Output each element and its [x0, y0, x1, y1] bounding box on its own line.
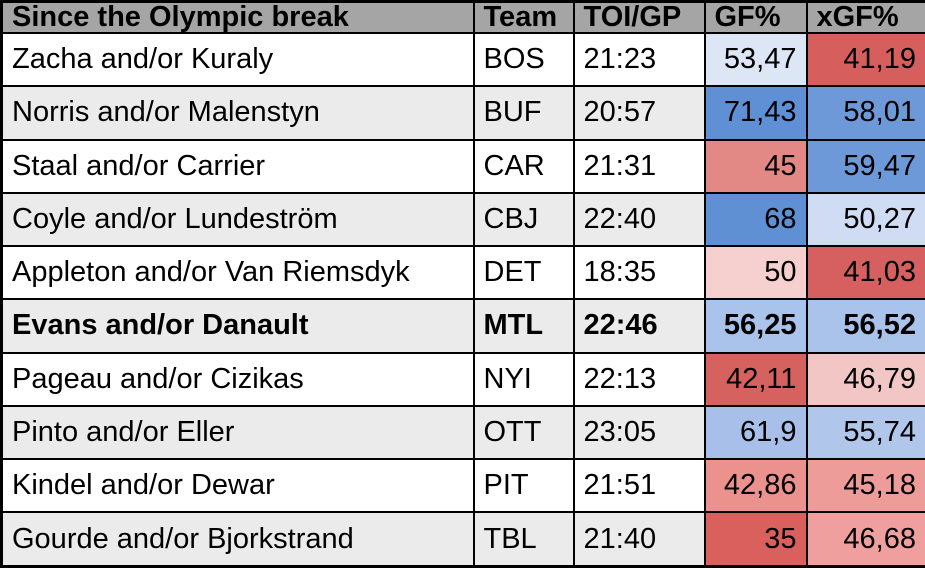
gf-pct-cell: 53,47 — [703, 31, 808, 88]
xgf-pct-cell: 41,19 — [805, 31, 925, 88]
gf-pct-cell: 56,25 — [703, 298, 808, 354]
toi-gp-cell: 21:23 — [572, 31, 706, 88]
player-pair-cell: Appleton and/or Van Riemsdyk — [0, 244, 475, 301]
player-pair-cell: Staal and/or Carrier — [0, 138, 475, 194]
table-row: Appleton and/or Van Riemsdyk DET 18:35 5… — [0, 244, 925, 301]
gf-pct-cell: 35 — [703, 511, 808, 568]
toi-gp-cell: 18:35 — [572, 244, 706, 301]
xgf-pct-cell: 59,47 — [805, 138, 925, 194]
player-pair-cell: Norris and/or Malenstyn — [0, 85, 475, 141]
table-row: Zacha and/or Kuraly BOS 21:23 53,47 41,1… — [0, 31, 925, 88]
xgf-pct-cell: 58,01 — [805, 85, 925, 141]
player-pair-cell: Pageau and/or Cizikas — [0, 351, 475, 407]
column-header-title: Since the Olympic break — [0, 0, 475, 34]
toi-gp-cell: 22:13 — [572, 351, 706, 407]
toi-gp-cell: 22:40 — [572, 191, 706, 248]
gf-pct-cell: 68 — [703, 191, 808, 248]
xgf-pct-cell: 56,52 — [805, 298, 925, 354]
player-pair-cell: Kindel and/or Dewar — [0, 457, 475, 514]
gf-pct-cell: 42,86 — [703, 457, 808, 514]
player-pair-cell: Zacha and/or Kuraly — [0, 31, 475, 88]
team-cell: OTT — [472, 404, 575, 461]
xgf-pct-cell: 46,68 — [805, 511, 925, 568]
gf-pct-cell: 45 — [703, 138, 808, 194]
toi-gp-cell: 21:51 — [572, 457, 706, 514]
toi-gp-cell: 21:31 — [572, 138, 706, 194]
xgf-pct-cell: 50,27 — [805, 191, 925, 248]
table-row: Coyle and/or Lundeström CBJ 22:40 68 50,… — [0, 191, 925, 248]
table-header: Since the Olympic break Team TOI/GP GF% … — [0, 0, 925, 34]
table-row: Gourde and/or Bjorkstrand TBL 21:40 35 4… — [0, 511, 925, 568]
gf-pct-cell: 42,11 — [703, 351, 808, 407]
team-cell: DET — [472, 244, 575, 301]
xgf-pct-cell: 55,74 — [805, 404, 925, 461]
team-cell: TBL — [472, 511, 575, 568]
player-pair-cell: Gourde and/or Bjorkstrand — [0, 511, 475, 568]
team-cell: BOS — [472, 31, 575, 88]
table-body: Zacha and/or Kuraly BOS 21:23 53,47 41,1… — [0, 31, 925, 568]
table-row: Pinto and/or Eller OTT 23:05 61,9 55,74 — [0, 404, 925, 461]
player-pair-cell: Coyle and/or Lundeström — [0, 191, 475, 248]
team-cell: CBJ — [472, 191, 575, 248]
toi-gp-cell: 20:57 — [572, 85, 706, 141]
column-header-toi-gp: TOI/GP — [572, 0, 706, 34]
team-cell: CAR — [472, 138, 575, 194]
table-row: Kindel and/or Dewar PIT 21:51 42,86 45,1… — [0, 457, 925, 514]
gf-pct-cell: 61,9 — [703, 404, 808, 461]
column-header-team: Team — [472, 0, 575, 34]
table-row: Norris and/or Malenstyn BUF 20:57 71,43 … — [0, 85, 925, 141]
toi-gp-cell: 21:40 — [572, 511, 706, 568]
player-pair-cell: Pinto and/or Eller — [0, 404, 475, 461]
xgf-pct-cell: 41,03 — [805, 244, 925, 301]
toi-gp-cell: 22:46 — [572, 298, 706, 354]
team-cell: BUF — [472, 85, 575, 141]
header-row: Since the Olympic break Team TOI/GP GF% … — [0, 0, 925, 34]
player-pair-cell: Evans and/or Danault — [0, 298, 475, 354]
team-cell: MTL — [472, 298, 575, 354]
table-row: Staal and/or Carrier CAR 21:31 45 59,47 — [0, 138, 925, 194]
team-cell: PIT — [472, 457, 575, 514]
team-cell: NYI — [472, 351, 575, 407]
column-header-xgf-pct: xGF% — [805, 0, 925, 34]
xgf-pct-cell: 46,79 — [805, 351, 925, 407]
xgf-pct-cell: 45,18 — [805, 457, 925, 514]
gf-pct-cell: 50 — [703, 244, 808, 301]
column-header-gf-pct: GF% — [703, 0, 808, 34]
table-row: Pageau and/or Cizikas NYI 22:13 42,11 46… — [0, 351, 925, 407]
toi-gp-cell: 23:05 — [572, 404, 706, 461]
gf-pct-cell: 71,43 — [703, 85, 808, 141]
table-row: Evans and/or Danault MTL 22:46 56,25 56,… — [0, 298, 925, 354]
